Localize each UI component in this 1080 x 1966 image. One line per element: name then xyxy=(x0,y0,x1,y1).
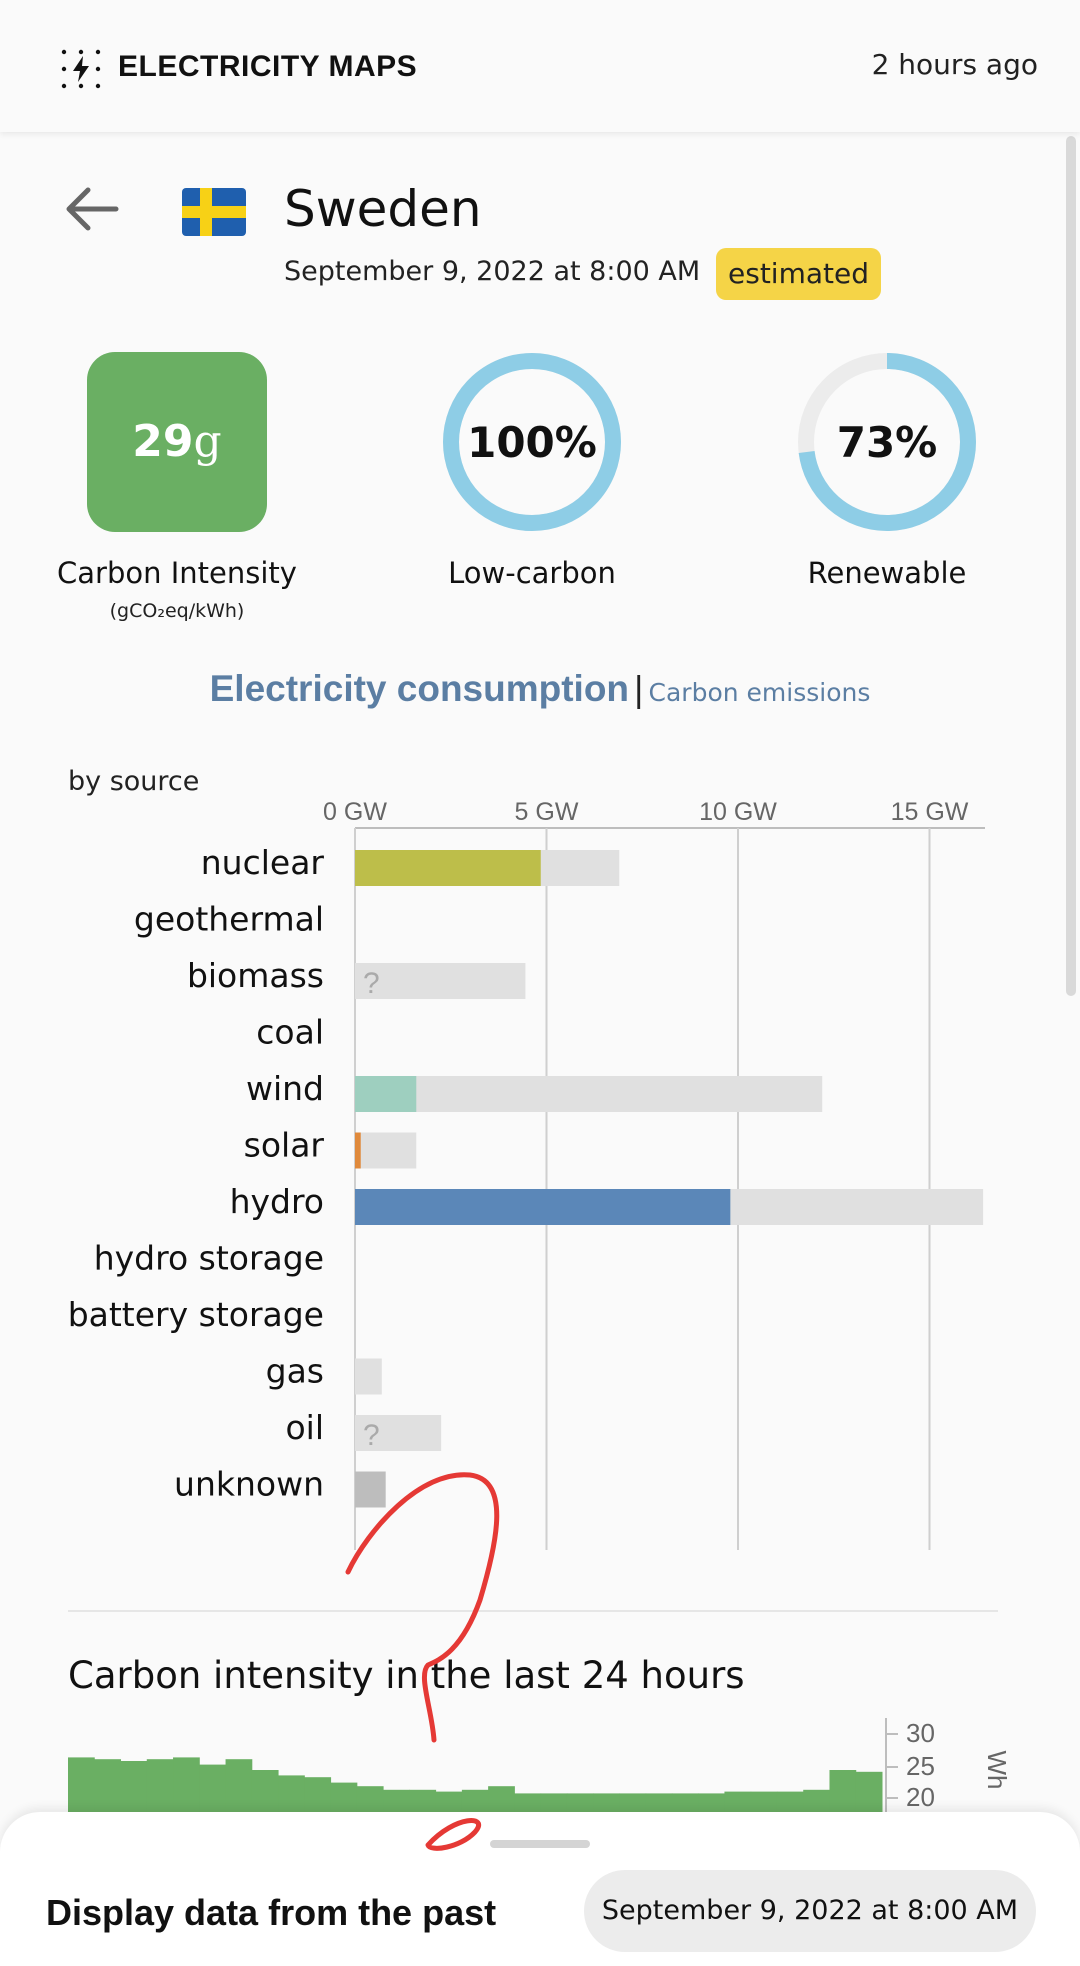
y-tick-label: 20 xyxy=(906,1782,935,1812)
history-bar[interactable] xyxy=(146,1759,174,1812)
last-updated: 2 hours ago xyxy=(871,48,1038,81)
carbon-intensity-label: Carbon Intensity xyxy=(57,556,297,590)
history-bar[interactable] xyxy=(356,1786,384,1812)
category-label: hydro storage xyxy=(94,1239,324,1278)
production-bar[interactable] xyxy=(355,1076,417,1112)
category-label: hydro xyxy=(230,1182,324,1221)
electricity-consumption-tab[interactable]: Electricity consumption xyxy=(209,668,630,709)
y-axis-label: Wh xyxy=(982,1751,1012,1790)
y-tick-label: 25 xyxy=(906,1751,935,1781)
history-bar[interactable] xyxy=(435,1791,463,1812)
consumption-emissions-toggle: Electricity consumption | Carbon emissions xyxy=(0,668,1080,710)
history-bar[interactable] xyxy=(304,1777,332,1812)
bottom-sheet: Display data from the past September 9, … xyxy=(0,1812,1080,1966)
production-bar[interactable] xyxy=(355,1189,731,1225)
category-label: geothermal xyxy=(134,900,324,939)
date-picker-button[interactable]: September 9, 2022 at 8:00 AM xyxy=(584,1870,1036,1952)
lightning-logo-icon[interactable] xyxy=(60,48,102,90)
history-bar[interactable] xyxy=(251,1770,279,1812)
x-tick-label: 10 GW xyxy=(699,798,777,826)
history-bar[interactable] xyxy=(750,1791,778,1812)
category-label: gas xyxy=(266,1352,324,1391)
production-bar[interactable] xyxy=(355,850,541,886)
renewable-label: Renewable xyxy=(807,556,967,590)
history-bar[interactable] xyxy=(120,1761,148,1812)
history-bar[interactable] xyxy=(488,1786,515,1812)
carbon-intensity-unit: g xyxy=(193,416,222,467)
zone-datetime: September 9, 2022 at 8:00 AM xyxy=(284,256,701,287)
carbon-intensity-value: 29 xyxy=(132,416,194,467)
capacity-bar xyxy=(355,963,526,999)
category-label: solar xyxy=(244,1126,325,1165)
history-bar[interactable] xyxy=(619,1793,647,1812)
drag-handle[interactable] xyxy=(490,1840,590,1848)
x-tick-label: 15 GW xyxy=(891,798,969,826)
sweden-flag-icon xyxy=(182,188,246,236)
renewable-value: 73% xyxy=(836,418,938,467)
toggle-separator: | xyxy=(633,670,645,710)
category-label: biomass xyxy=(187,956,324,995)
back-arrow-icon[interactable] xyxy=(62,184,120,234)
history-bar[interactable] xyxy=(461,1789,489,1812)
section-divider xyxy=(68,1610,998,1612)
history-bar[interactable] xyxy=(776,1791,804,1812)
history-bar[interactable] xyxy=(645,1793,673,1812)
history-bar[interactable] xyxy=(278,1775,305,1812)
history-bar[interactable] xyxy=(383,1789,410,1812)
unknown-marker: ? xyxy=(363,1419,380,1452)
history-bar[interactable] xyxy=(173,1757,200,1812)
history-bar[interactable] xyxy=(829,1770,857,1812)
display-past-label: Display data from the past xyxy=(46,1892,497,1933)
history-bar[interactable] xyxy=(593,1793,620,1812)
renewable-ring-fill xyxy=(798,353,976,531)
top-bar: ELECTRICITY MAPS 2 hours ago xyxy=(0,0,1080,132)
low-carbon-label: Low-carbon xyxy=(448,556,616,590)
low-carbon-ring-fill xyxy=(443,353,621,531)
category-label: battery storage xyxy=(68,1295,324,1334)
x-tick-label: 0 GW xyxy=(323,798,387,826)
history-bar[interactable] xyxy=(409,1789,437,1812)
estimated-badge: estimated xyxy=(716,248,881,300)
production-bar[interactable] xyxy=(355,1471,386,1508)
unknown-marker: ? xyxy=(363,967,380,1000)
low-carbon-ring xyxy=(443,353,621,531)
history-bar[interactable] xyxy=(540,1793,568,1812)
history-bar[interactable] xyxy=(698,1793,725,1812)
carbon-intensity-unit-label: (gCO₂eq/kWh) xyxy=(109,600,245,622)
history-bar[interactable] xyxy=(199,1764,227,1812)
source-bar-chart: 0 GW 5 GW 10 GW 15 GW nuclear geothermal bioma… xyxy=(68,798,985,1550)
low-carbon-value: 100% xyxy=(467,418,597,467)
category-label: coal xyxy=(256,1013,324,1052)
zone-name: Sweden xyxy=(284,180,482,238)
carbon-emissions-tab[interactable]: Carbon emissions xyxy=(648,678,871,707)
history-chart-title: Carbon intensity in the last 24 hours xyxy=(68,1654,745,1697)
x-tick-label: 5 GW xyxy=(515,798,579,826)
capacity-bar xyxy=(355,1415,442,1451)
history-bar[interactable] xyxy=(724,1791,752,1812)
history-bar[interactable] xyxy=(94,1759,122,1812)
capacity-bar xyxy=(355,1076,823,1112)
category-label: nuclear xyxy=(201,843,325,882)
history-bar[interactable] xyxy=(225,1759,253,1812)
history-bar[interactable] xyxy=(671,1793,699,1812)
app-title[interactable]: ELECTRICITY MAPS xyxy=(118,50,418,83)
category-label: oil xyxy=(285,1408,324,1447)
renewable-ring xyxy=(798,353,976,531)
category-label: wind xyxy=(246,1069,324,1108)
history-bar[interactable] xyxy=(566,1793,594,1812)
capacity-bar xyxy=(355,1358,382,1395)
history-bar[interactable] xyxy=(514,1793,542,1812)
y-tick-label: 30 xyxy=(906,1718,935,1748)
production-bar[interactable] xyxy=(355,1132,361,1169)
capacity-bar xyxy=(355,1132,417,1169)
category-label: unknown xyxy=(174,1465,324,1504)
by-source-label: by source xyxy=(68,766,200,797)
history-bar[interactable] xyxy=(855,1771,883,1812)
history-bar[interactable] xyxy=(803,1789,830,1812)
history-bar[interactable] xyxy=(330,1782,358,1812)
scrollbar[interactable] xyxy=(1066,136,1076,996)
history-bar[interactable] xyxy=(68,1757,95,1812)
carbon-intensity-box: 29g xyxy=(87,352,267,532)
